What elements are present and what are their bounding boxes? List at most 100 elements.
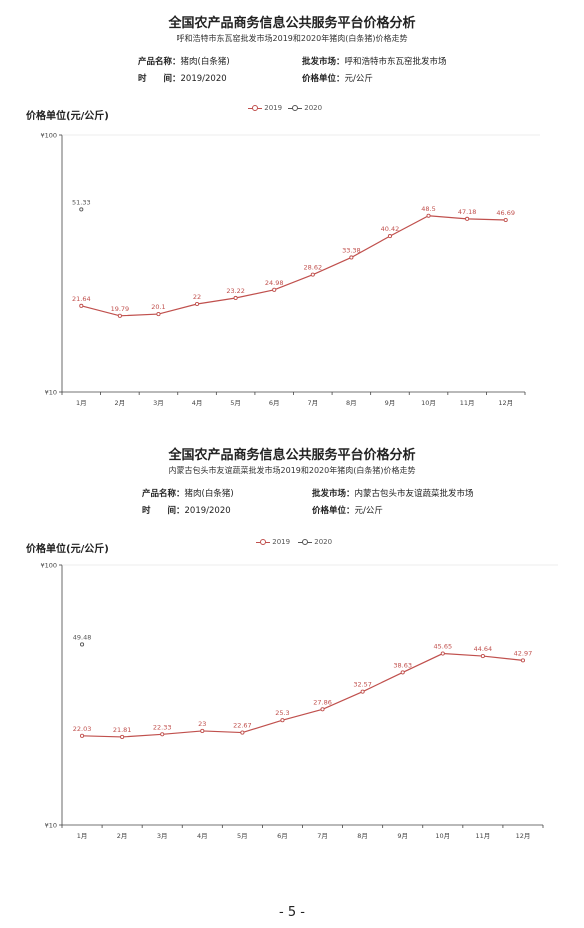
data-point-2019	[280, 718, 285, 723]
x-tick-label: 4月	[197, 832, 208, 840]
product-label: 产品名称：	[142, 489, 185, 499]
product-value: 猪肉(白条猪)	[184, 489, 234, 499]
legend-marker-icon	[256, 538, 270, 546]
data-point-2019	[465, 216, 470, 221]
data-point-2019	[240, 730, 245, 735]
data-label-2019: 24.98	[265, 279, 284, 287]
y-tick-label: ¥100	[40, 562, 57, 570]
series-line-2019	[82, 652, 524, 738]
chart-subtitle: 呼和浩特市东瓦窑批发市场2019和2020年猪肉(白条猪)价格走势	[176, 34, 408, 43]
data-point-2019	[194, 301, 200, 307]
x-tick-label: 8月	[346, 399, 357, 407]
x-tick-label: 10月	[435, 832, 450, 840]
x-tick-label: 9月	[397, 832, 408, 840]
legend-marker-icon	[298, 538, 312, 546]
price-unit-heading: 价格单位(元/公斤)	[26, 111, 109, 122]
product-info: 产品名称：猪肉(白条猪)	[142, 487, 234, 499]
x-tick-label: 7月	[317, 832, 328, 840]
market-value: 内蒙古包头市友谊蔬菜批发市场	[354, 489, 474, 499]
series-line-2019	[81, 215, 506, 317]
legend-label: 2019	[272, 538, 291, 546]
time-label: 时 间：	[142, 506, 185, 516]
x-tick-label: 2月	[117, 832, 128, 840]
legend-item-2020[interactable]: 2020	[298, 538, 332, 546]
unit-value: 元/公斤	[354, 506, 383, 516]
legend-item-2019[interactable]: 2019	[248, 104, 282, 112]
market-label: 批发市场：	[312, 489, 355, 499]
data-point-2020	[79, 642, 85, 647]
data-point-2019	[387, 234, 393, 239]
data-label-2019: 21.64	[72, 295, 91, 303]
data-point-2019	[426, 213, 431, 218]
x-tick-label: 4月	[192, 399, 203, 407]
x-tick-label: 6月	[277, 832, 288, 840]
legend-label: 2019	[264, 104, 283, 112]
data-label-2019: 20.1	[151, 303, 165, 311]
data-point-2019	[120, 734, 125, 739]
x-tick-label: 1月	[76, 399, 87, 407]
price-line-chart: ¥100 ¥10 1月 2月 3月 4月 5月 6月 7月 8月 9月 10月 11月 12月 22.03 2…	[40, 562, 558, 840]
data-point-2019	[79, 303, 84, 308]
unit-info: 价格单位：元/公斤	[302, 72, 373, 84]
page-title: 全国农产品商务信息公共服务平台价格分析	[168, 16, 416, 31]
data-label-2019: 38.63	[393, 661, 412, 669]
data-point-2019	[233, 295, 238, 301]
data-point-2019	[117, 313, 122, 318]
x-tick-label: 3月	[157, 832, 168, 840]
data-label-2019: 42.97	[514, 649, 533, 657]
legend-label: 2020	[304, 104, 323, 112]
data-label-2019: 47.18	[458, 208, 477, 216]
data-point-2019	[310, 272, 315, 277]
data-label-2019: 48.5	[421, 205, 435, 213]
x-tick-label: 8月	[357, 832, 368, 840]
x-tick-label: 1月	[77, 832, 88, 840]
unit-label: 价格单位：	[302, 74, 345, 84]
x-tick-label: 5月	[237, 832, 248, 840]
legend-item-2019[interactable]: 2019	[256, 538, 290, 546]
y-tick-label: ¥100	[40, 132, 57, 140]
data-label-2020: 49.48	[73, 633, 92, 641]
data-label-2019: 32.57	[353, 681, 372, 689]
time-value: 2019/2020	[184, 506, 231, 516]
data-label-2019: 22.03	[73, 725, 92, 733]
x-tick-label: 12月	[516, 832, 531, 840]
legend-marker-icon	[248, 104, 262, 112]
price-unit-heading: 价格单位(元/公斤)	[26, 544, 109, 555]
time-value: 2019/2020	[180, 74, 227, 84]
chart-subtitle: 内蒙古包头市友谊蔬菜批发市场2019和2020年猪肉(白条猪)价格走势	[168, 466, 416, 475]
x-tick-label: 10月	[421, 399, 436, 407]
data-point-2019	[200, 728, 205, 734]
market-info: 批发市场：内蒙古包头市友谊蔬菜批发市场	[312, 487, 474, 499]
data-label-2019: 27.86	[313, 698, 332, 706]
legend-marker-icon	[288, 104, 302, 112]
data-point-2019	[272, 287, 277, 292]
x-tick-label: 6月	[269, 399, 280, 407]
legend-item-2020[interactable]: 2020	[288, 104, 322, 112]
page-number: - 5 -	[279, 905, 305, 920]
data-label-2019: 33.38	[342, 246, 361, 254]
data-point-2019	[440, 651, 445, 656]
unit-value: 元/公斤	[344, 74, 373, 84]
data-point-2019	[360, 689, 365, 694]
data-label-2019: 19.79	[111, 305, 130, 313]
data-label-2020: 51.33	[72, 198, 91, 206]
data-point-2020	[79, 207, 84, 212]
data-point-2019	[480, 654, 485, 659]
data-point-2019	[320, 707, 325, 712]
data-label-2019: 25.3	[275, 709, 289, 717]
unit-label: 价格单位：	[312, 506, 355, 516]
time-info: 时 间：2019/2020	[138, 72, 227, 84]
data-label-2019: 22	[193, 293, 201, 301]
x-tick-label: 2月	[115, 399, 126, 407]
x-tick-label: 3月	[153, 399, 164, 407]
data-point-2019	[400, 670, 405, 675]
legend-label: 2020	[314, 538, 333, 546]
data-point-2019	[349, 255, 354, 260]
product-info: 产品名称：猪肉(白条猪)	[138, 55, 230, 67]
data-label-2019: 21.81	[113, 726, 132, 734]
data-point-2019	[503, 217, 508, 223]
x-tick-label: 5月	[230, 399, 241, 407]
time-label: 时 间：	[138, 74, 181, 84]
x-tick-label: 12月	[498, 399, 513, 407]
data-point-2019	[156, 312, 161, 317]
